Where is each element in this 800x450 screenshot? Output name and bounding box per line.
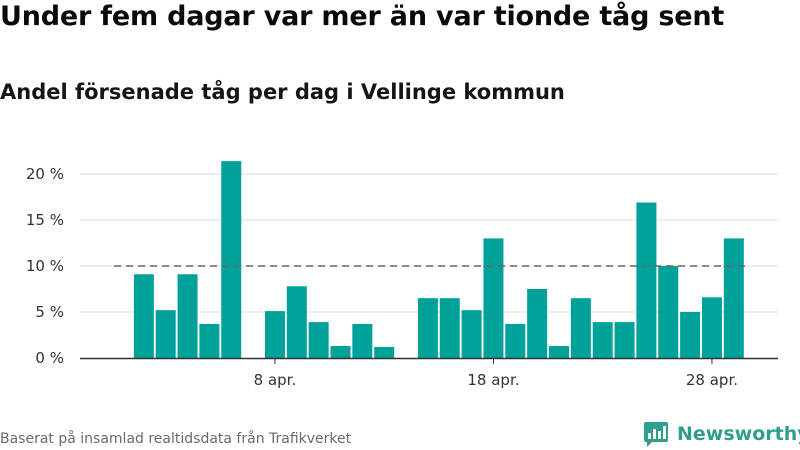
- bar: [680, 312, 701, 358]
- bar: [527, 289, 548, 358]
- bar: [155, 310, 176, 358]
- bar: [264, 311, 285, 358]
- bar: [133, 274, 154, 358]
- bar: [549, 346, 569, 358]
- y-tick-label: 0 %: [35, 349, 64, 367]
- y-tick-label: 20 %: [26, 165, 64, 183]
- brand-logo[interactable]: Newsworthy: [643, 420, 800, 448]
- x-tick-label: 28 apr.: [686, 371, 738, 389]
- bar: [636, 202, 657, 358]
- y-tick-label: 15 %: [26, 211, 64, 229]
- bar: [614, 322, 635, 358]
- y-tick-label: 5 %: [35, 303, 64, 321]
- bar: [308, 322, 329, 358]
- bar: [374, 346, 395, 358]
- bar: [505, 323, 526, 358]
- newsworthy-logo-icon: [644, 422, 668, 447]
- bar: [221, 161, 242, 358]
- bar: [417, 298, 438, 358]
- bar: [483, 238, 504, 358]
- x-tick-label: 8 apr.: [254, 371, 297, 389]
- chart-title: Under fem dagar var mer än var tionde tå…: [0, 1, 725, 32]
- chart-subtitle: Andel försenade tåg per dag i Vellinge k…: [0, 80, 565, 104]
- bar: [286, 286, 307, 358]
- bar: [701, 297, 722, 358]
- bar: [723, 238, 744, 358]
- bar: [439, 298, 460, 358]
- source-note: Baserat på insamlad realtidsdata från Tr…: [0, 431, 352, 447]
- bar: [177, 274, 198, 358]
- bar: [352, 323, 373, 358]
- bar-chart: 0 % 5 % 10 % 15 % 20 % 8 apr. 18 apr. 28 apr.: [26, 161, 778, 389]
- bar: [592, 322, 613, 358]
- bar: [570, 298, 591, 358]
- y-tick-label: 10 %: [26, 257, 64, 275]
- brand-name: Newsworthy: [677, 423, 800, 445]
- bar: [461, 310, 482, 358]
- bar: [658, 266, 679, 358]
- bar: [330, 346, 351, 358]
- x-tick-label: 18 apr.: [467, 371, 519, 389]
- bar: [199, 323, 220, 358]
